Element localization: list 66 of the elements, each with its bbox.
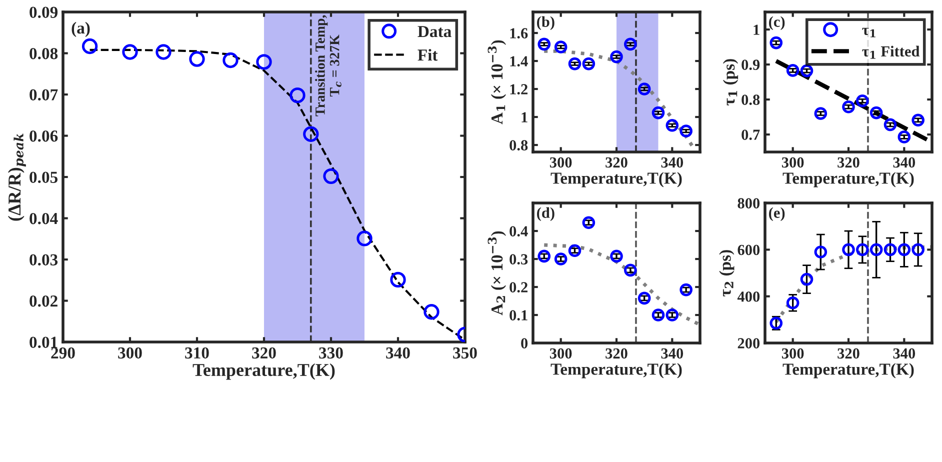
x-tick-label: 320 xyxy=(606,348,628,359)
y-axis-title: (ΔR/R)$_{peak}$ xyxy=(8,134,26,221)
legend-label: Fit xyxy=(418,48,438,61)
x-axis-title: Temperature,T(K) xyxy=(550,172,682,188)
y-axis-title: τ$_{1}$ (ps) xyxy=(722,59,738,106)
y-tick-label: 400 xyxy=(737,291,760,302)
y-tick-label: 0.8 xyxy=(510,140,528,151)
x-tick-label: 320 xyxy=(838,348,860,359)
x-tick-label: 320 xyxy=(252,347,276,359)
x-axis-title: Temperature,T(K) xyxy=(782,363,914,378)
y-tick-label: 1.2 xyxy=(510,84,528,95)
legend-label: Data xyxy=(418,26,452,38)
y-tick-label: 0.7 xyxy=(742,130,760,140)
x-tick-label: 340 xyxy=(661,348,684,359)
y-tick-label: 1 xyxy=(754,24,760,35)
y-axis-title: A$_{1}$ (× 10$^{−3}$) xyxy=(488,40,506,124)
x-tick-label: 350 xyxy=(453,347,477,359)
chart-title: (d) xyxy=(537,207,554,222)
y-tick-label: 0.06 xyxy=(30,130,58,142)
chart-title: (b) xyxy=(537,16,554,30)
y-tick-label: 0.2 xyxy=(510,282,528,293)
y-tick-label: 0.4 xyxy=(510,226,528,237)
x-tick-label: 320 xyxy=(606,157,628,168)
text: (a) xyxy=(72,22,90,38)
y-tick-label: 0.04 xyxy=(30,212,58,224)
x-tick-label: 300 xyxy=(550,157,572,168)
y-tick-label: 0.07 xyxy=(30,89,58,101)
x-tick-label: 330 xyxy=(319,347,343,359)
y-tick-label: 0.05 xyxy=(30,172,58,184)
legend-label: τ$_{1}$ Fitted xyxy=(862,46,920,59)
y-axis-title: A$_{2}$ (× 10$^{−3}$) xyxy=(488,231,506,316)
y-tick-label: 0.3 xyxy=(510,254,528,265)
y-tick-label: 800 xyxy=(738,198,760,208)
y-axis-title: τ$_{2}$ (ps) xyxy=(719,250,734,296)
y-tick-label: 0.08 xyxy=(30,48,58,60)
x-axis-title: Temperature,T(K) xyxy=(782,172,914,188)
y-tick-label: 0.1 xyxy=(510,310,528,321)
x-tick-label: 340 xyxy=(893,157,916,168)
x-axis-title: Temperature,T(K) xyxy=(192,363,335,380)
y-tick-label: 200 xyxy=(738,338,760,348)
y-tick-label: 0 xyxy=(521,338,528,348)
x-tick-label: 300 xyxy=(782,157,804,168)
x-tick-label: 340 xyxy=(386,347,410,359)
y-tick-label: 1.6 xyxy=(510,28,528,39)
x-tick-label: 340 xyxy=(661,157,684,168)
x-tick-label: 310 xyxy=(185,347,209,359)
x-tick-label: 290 xyxy=(51,347,75,359)
y-tick-label: 0.9 xyxy=(742,60,760,70)
x-tick-label: 300 xyxy=(782,348,804,359)
annotation: Transition Temp, T$_{c}$ = 327K xyxy=(315,15,342,116)
y-tick-label: 0.03 xyxy=(30,254,58,266)
x-tick-label: 300 xyxy=(118,347,142,359)
y-tick-label: 0.02 xyxy=(30,295,58,307)
y-tick-label: 0.8 xyxy=(742,94,760,106)
x-tick-label: 300 xyxy=(550,348,572,359)
x-axis-title: Temperature,T(K) xyxy=(550,363,682,378)
y-tick-label: 1.4 xyxy=(510,56,528,67)
x-tick-label: 340 xyxy=(893,348,916,359)
x-tick-label: 320 xyxy=(838,157,860,168)
y-tick-label: 0.01 xyxy=(30,336,58,348)
legend-label: τ$_{1}$ xyxy=(862,28,876,38)
y-tick-label: 600 xyxy=(738,244,760,256)
chart-title: (c) xyxy=(769,16,785,30)
y-tick-label: 1 xyxy=(522,112,528,122)
chart-title: (e) xyxy=(769,207,785,222)
y-tick-label: 0.09 xyxy=(30,6,58,18)
